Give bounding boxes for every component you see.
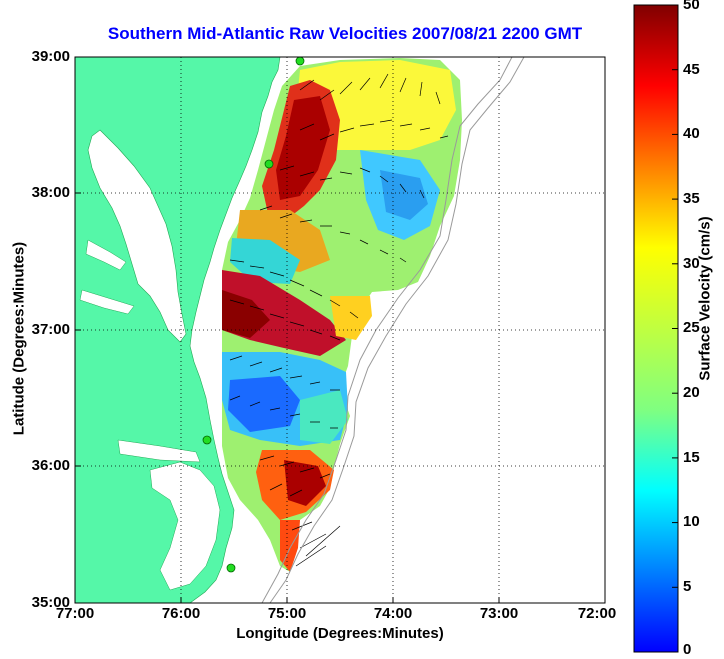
station-marker (202, 435, 212, 445)
colorbar-tick-label: 45 (683, 61, 700, 78)
colorbar-tick-label: 40 (683, 125, 700, 142)
radar-stations (202, 56, 305, 573)
albemarle-sound (117, 439, 201, 463)
colorbar-tick-label: 0 (683, 641, 692, 658)
colorbar-tick-label: 30 (683, 255, 700, 272)
y-axis-title: Latitude (Degrees:Minutes) (10, 241, 28, 436)
map-title: Southern Mid-Atlantic Raw Velocities 200… (107, 24, 583, 43)
colorbar-tick-label: 35 (683, 190, 700, 207)
station-marker (264, 159, 274, 169)
x-axis-title: Longitude (Degrees:Minutes) (236, 625, 444, 642)
pamlico-sound (149, 461, 221, 591)
x-tick-label: 72:00 (577, 605, 617, 622)
bay-tributary (79, 289, 135, 315)
x-tick-label: 76:00 (161, 605, 201, 622)
colorbar-tick-label: 25 (683, 319, 700, 336)
bay-tributary (85, 239, 127, 271)
y-tick-label: 39:00 (31, 48, 70, 65)
y-tick-label: 36:00 (31, 457, 70, 474)
map-grid (75, 57, 605, 603)
colorbar-tick-label: 10 (683, 513, 700, 530)
x-tick-label: 77:00 (55, 605, 95, 622)
x-tick-label: 74:00 (373, 605, 413, 622)
station-marker (226, 563, 236, 573)
colorbar-tick-label: 20 (683, 384, 700, 401)
x-tick-label: 75:00 (267, 605, 307, 622)
colorbar-title: Surface Velocity (cm/s) (696, 216, 714, 381)
colorbar-ticks (672, 4, 678, 653)
x-tick-label: 73:00 (479, 605, 519, 622)
colorbar-tick-label: 5 (683, 578, 692, 595)
colorbar-tick-label: 50 (683, 0, 700, 13)
station-marker (295, 56, 305, 66)
y-tick-label: 37:00 (31, 321, 70, 338)
velocity-vectors (229, 73, 449, 567)
colorbar-tick-label: 15 (683, 449, 700, 466)
y-tick-label: 35:00 (31, 594, 70, 611)
axis-ticks (75, 192, 500, 603)
colorbar (633, 4, 679, 653)
y-tick-label: 38:00 (31, 184, 70, 201)
